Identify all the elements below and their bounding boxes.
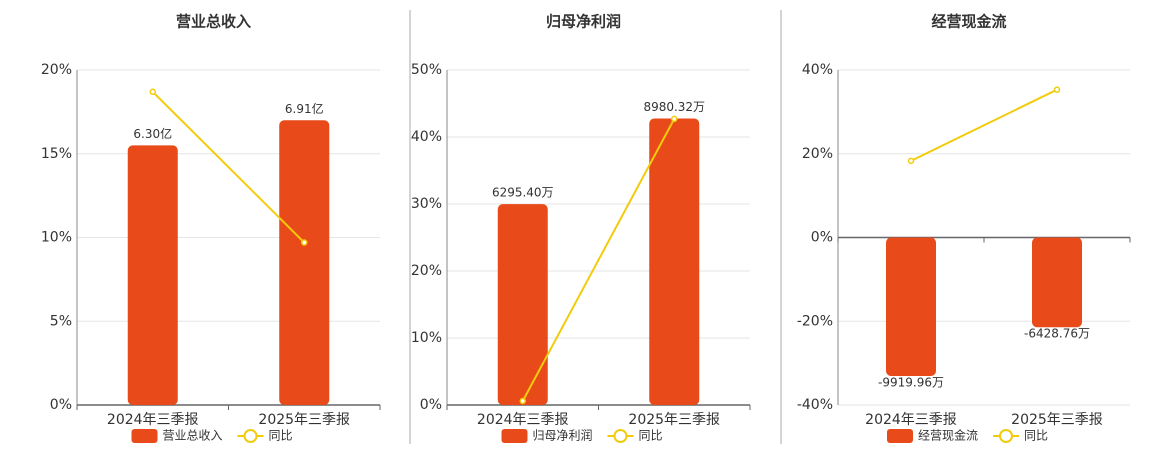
chart-title: 经营现金流 [931,13,1006,31]
x-tick-label: 2024年三季报 [865,412,957,428]
bar [497,204,548,405]
legend-label: 同比 [639,429,663,443]
bar [127,145,178,406]
value-label: 6295.40万 [492,186,554,200]
bar [279,120,330,405]
y-tick-label: 0% [811,230,833,246]
value-label: 8980.32万 [643,100,705,114]
chart-title: 营业总收入 [176,13,251,31]
legend-swatch [501,429,528,443]
y-tick-label: -20% [797,313,833,329]
bar [1032,237,1082,328]
y-tick-label: 10% [41,230,72,246]
line [521,118,676,402]
y-tick-label: 30% [411,196,442,212]
line-point [301,239,308,246]
value-label: 6.91亿 [285,101,324,116]
legend-label: 营业总收入 [163,429,223,443]
legend-label: 归母净利润 [533,429,593,443]
y-tick-label: 40% [802,62,833,78]
x-tick-label: 2025年三季报 [628,412,720,428]
x-tick-label: 2025年三季报 [1011,412,1103,428]
y-tick-label: 50% [411,62,442,78]
y-tick-label: 20% [411,263,442,279]
y-tick-label: 40% [411,129,442,145]
value-label: -6428.76万 [1024,327,1090,341]
bar [649,118,700,405]
legend-swatch [131,429,158,443]
line [152,91,305,244]
value-label: -9919.96万 [878,375,944,389]
line [910,88,1058,162]
y-tick-label: 15% [41,146,72,162]
y-tick-label: 0% [50,397,72,413]
legend-label: 同比 [1024,429,1048,443]
legend-label: 同比 [269,429,293,443]
line-point [1053,86,1061,93]
legend-label: 经营现金流 [918,428,978,443]
legend-marker [243,429,258,443]
legend-marker [999,429,1013,443]
y-tick-label: 20% [802,146,833,162]
legend-swatch [887,429,913,443]
y-tick-label: 20% [41,62,72,78]
chart-title: 归母净利润 [546,13,621,31]
bar [886,237,936,376]
y-tick-label: 5% [50,313,72,329]
line-point [519,397,526,405]
x-tick-label: 2024年三季报 [107,412,199,428]
x-tick-label: 2025年三季报 [258,412,350,428]
x-tick-label: 2024年三季报 [477,412,569,428]
line-point [149,88,156,96]
line-point [671,115,678,123]
y-tick-label: 10% [411,330,442,346]
line-point [907,157,915,165]
legend-marker [613,429,628,443]
y-tick-label: 0% [420,397,442,413]
y-tick-label: -40% [797,397,833,413]
value-label: 6.30亿 [133,126,172,141]
